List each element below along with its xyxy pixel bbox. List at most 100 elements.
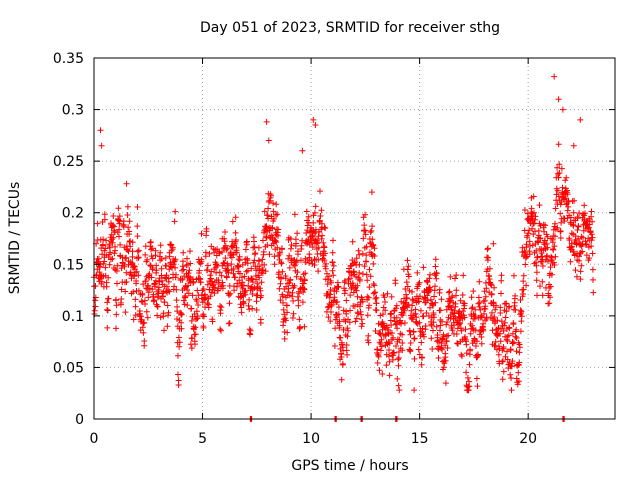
data-point	[103, 283, 110, 290]
data-point	[98, 278, 105, 285]
y-axis-ticks: 0 0.05 0.1 0.15 0.2 0.25 0.3 0.35	[53, 51, 615, 428]
data-point	[102, 264, 109, 271]
data-point	[558, 219, 565, 226]
data-point	[333, 288, 340, 295]
data-point	[353, 315, 360, 322]
data-point	[290, 297, 297, 304]
data-point	[232, 274, 239, 281]
data-point	[497, 310, 504, 316]
data-point	[275, 226, 282, 233]
data-point	[269, 224, 276, 231]
data-point	[533, 277, 540, 284]
data-point	[256, 265, 263, 272]
data-point	[447, 273, 454, 280]
data-point	[258, 279, 265, 286]
data-point	[377, 347, 384, 354]
data-point	[588, 243, 595, 250]
data-point	[568, 230, 575, 237]
data-point	[507, 346, 514, 353]
data-point	[555, 96, 562, 103]
data-point	[165, 287, 172, 294]
data-point	[367, 273, 374, 280]
data-point	[299, 147, 306, 154]
data-point	[499, 358, 506, 365]
data-point	[231, 283, 237, 290]
data-point	[449, 327, 456, 334]
data-point	[296, 316, 303, 323]
data-point	[208, 289, 215, 296]
data-point	[459, 353, 465, 360]
data-point	[588, 213, 595, 220]
data-point	[487, 281, 494, 288]
data-point	[547, 264, 554, 271]
data-point	[294, 293, 301, 300]
data-point	[117, 301, 124, 308]
data-point	[368, 227, 375, 234]
data-point	[480, 320, 487, 327]
data-point	[498, 277, 505, 284]
data-point	[359, 250, 366, 257]
data-point	[444, 319, 451, 325]
data-point	[355, 247, 362, 254]
data-point	[533, 247, 540, 254]
data-point	[316, 217, 323, 224]
data-point	[209, 318, 216, 325]
data-point	[347, 292, 354, 299]
data-point	[180, 258, 186, 265]
data-point	[301, 277, 308, 284]
data-point	[407, 331, 414, 338]
data-point	[530, 193, 537, 200]
data-point	[512, 333, 519, 340]
data-point	[362, 211, 369, 218]
data-point	[132, 296, 139, 303]
data-point	[112, 247, 119, 254]
data-point	[500, 327, 507, 334]
data-point	[359, 298, 366, 305]
data-point	[463, 369, 470, 376]
data-point	[377, 312, 384, 319]
data-point	[139, 291, 146, 298]
data-point	[427, 296, 434, 303]
data-point	[101, 216, 108, 223]
data-point	[102, 245, 109, 252]
data-point	[197, 279, 204, 286]
data-point	[367, 229, 374, 236]
data-point	[235, 263, 242, 270]
data-point	[383, 362, 390, 369]
data-point	[466, 383, 473, 390]
data-point	[480, 327, 487, 334]
data-point	[460, 308, 466, 315]
data-point	[260, 267, 266, 274]
data-point	[446, 288, 453, 295]
data-point	[502, 314, 509, 321]
data-point	[368, 189, 375, 196]
data-point	[268, 192, 274, 199]
data-point	[329, 259, 336, 266]
data-point	[284, 329, 291, 336]
data-point	[468, 305, 475, 312]
data-point	[100, 236, 107, 243]
data-point	[513, 335, 520, 341]
data-point	[175, 371, 181, 378]
data-point	[171, 283, 178, 290]
data-point	[459, 292, 466, 298]
data-point	[327, 286, 334, 293]
data-point	[328, 309, 334, 315]
data-point	[295, 251, 301, 258]
data-point	[535, 239, 542, 246]
data-point	[380, 304, 387, 311]
data-point	[373, 294, 380, 301]
data-point	[361, 222, 368, 229]
data-point	[359, 320, 366, 327]
y-tick-label: 0.2	[62, 206, 84, 222]
data-point	[254, 280, 261, 287]
data-point	[474, 383, 481, 390]
data-point	[322, 250, 329, 257]
data-point	[335, 284, 342, 290]
data-point	[589, 250, 596, 257]
data-point	[545, 258, 551, 265]
data-point	[396, 387, 403, 394]
data-point	[246, 296, 253, 303]
data-point	[251, 244, 258, 250]
data-point	[111, 223, 118, 230]
